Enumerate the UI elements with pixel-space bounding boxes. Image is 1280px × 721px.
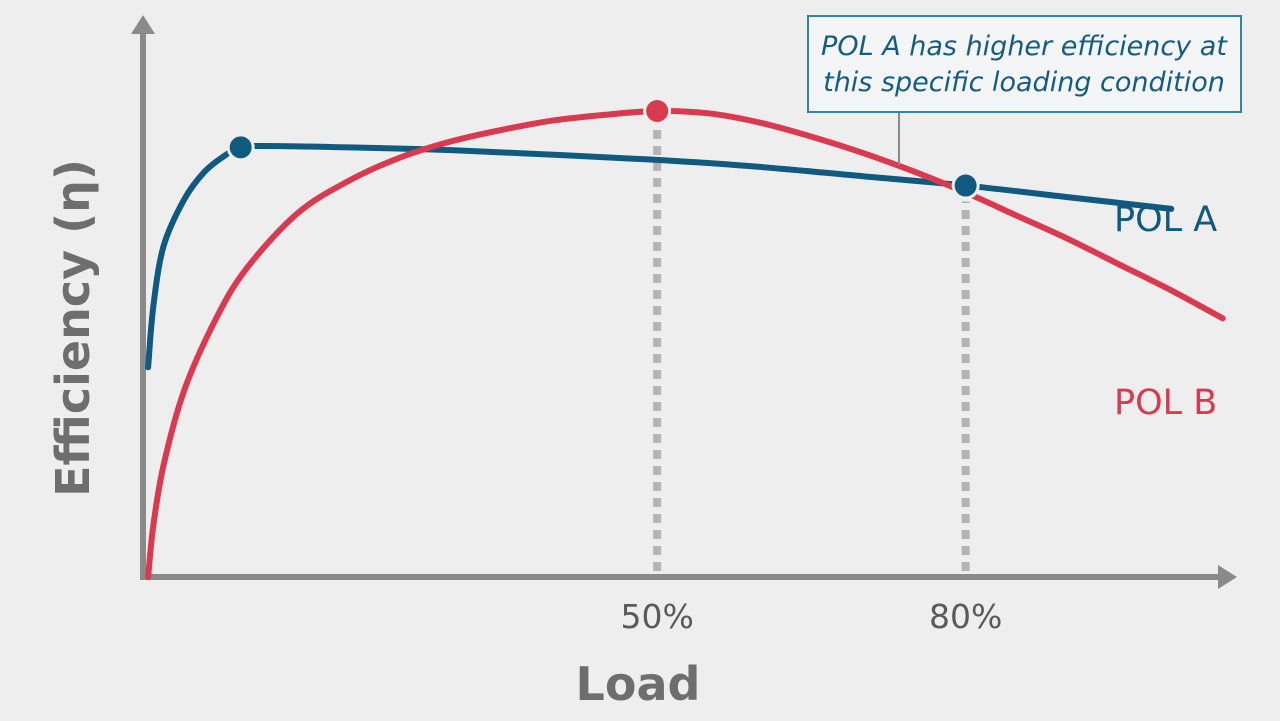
series-label-pol-b: POL B [1114,383,1217,423]
marker-pol-a-0 [229,136,252,159]
y-axis-arrow [131,15,155,34]
annotation-callout: POL A has higher efficiency at this spec… [807,15,1242,165]
series-markers [226,97,980,200]
x-tick-label-50: 50% [620,597,693,636]
marker-pol-a-1 [954,174,977,197]
callout-line-1: POL A has higher efficiency at [821,31,1228,62]
guide-lines [653,127,970,571]
x-tick-label-80: 80% [929,597,1002,636]
series-label-pol-a: POL A [1114,200,1217,240]
series-curves [145,107,1226,580]
y-axis-title: Efficiency (η) [46,159,100,497]
axes [131,15,1237,589]
x-axis-arrow [1218,565,1237,589]
x-tick-labels: 50% 80% [620,597,1002,636]
series-line-pol-b [145,107,1226,580]
callout-box [807,15,1242,113]
series-line-pol-a [145,142,1175,371]
callout-line-2: this specific loading condition [823,67,1225,98]
marker-pol-b-0 [646,100,669,122]
x-axis-title: Load [576,657,701,711]
